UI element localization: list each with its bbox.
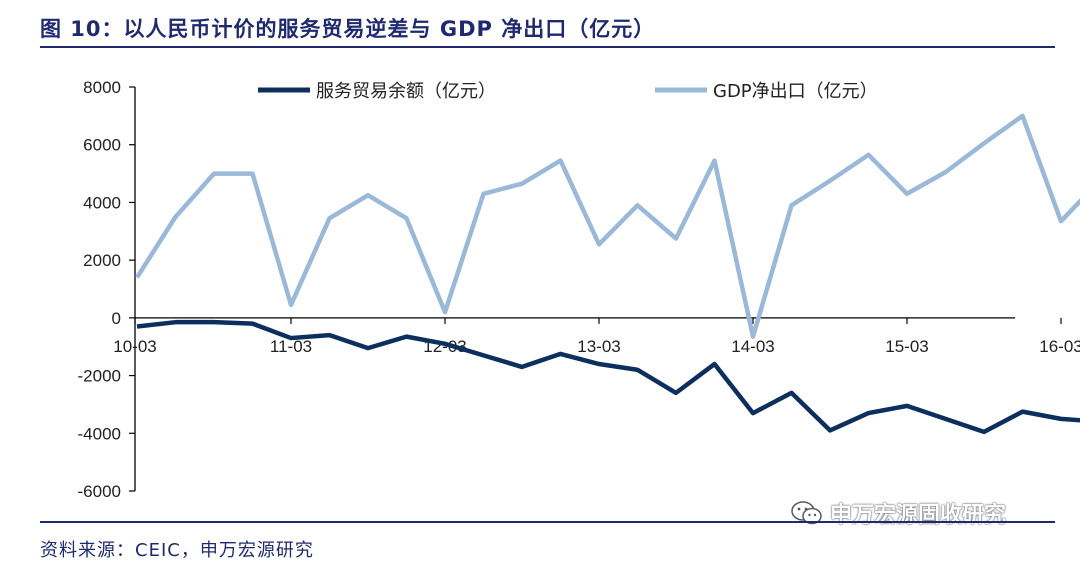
x-tick-label: 13-03 (577, 337, 620, 356)
y-tick-label: -4000 (78, 424, 121, 443)
series-line-gdp-net-exports (135, 113, 1080, 339)
title-rule (40, 46, 1055, 48)
wechat-icon (791, 501, 822, 525)
y-tick-label: -2000 (78, 367, 121, 386)
x-tick-label: 10-03 (113, 337, 156, 356)
watermark: 申万宏源固收研究 (790, 497, 1006, 529)
y-tick-label: 8000 (83, 78, 121, 97)
y-tick-label: 0 (112, 309, 121, 328)
y-tick-label: -6000 (78, 482, 121, 501)
y-tick-label: 6000 (83, 136, 121, 155)
x-tick-label: 14-03 (731, 337, 774, 356)
series-layer (135, 113, 1080, 435)
legend-label: 服务贸易余额（亿元） (316, 81, 496, 102)
legend-item-service-trade-balance: 服务贸易余额（亿元） (258, 81, 496, 102)
source-rule (40, 521, 1055, 523)
x-tick-label: 15-03 (885, 337, 928, 356)
series-line-service-trade-balance (136, 319, 1080, 435)
y-tick-label: 2000 (83, 251, 121, 270)
legend-item-gdp-net-exports: GDP净出口（亿元） (655, 81, 878, 102)
y-axis: 8000 6000 4000 2000 0 -2000 -4000 -6000 (78, 78, 136, 501)
legend-label: GDP净出口（亿元） (713, 81, 878, 102)
figure-title: 图 10：以人民币计价的服务贸易逆差与 GDP 净出口（亿元） (40, 17, 656, 41)
legend: 服务贸易余额（亿元） GDP净出口（亿元） (258, 81, 878, 102)
watermark-text: 申万宏源固收研究 (830, 503, 1007, 528)
y-tick-label: 4000 (83, 193, 121, 212)
x-tick-label: 16-03 (1039, 337, 1080, 356)
source-note: 资料来源：CEIC，申万宏源研究 (40, 540, 314, 561)
line-chart: 8000 6000 4000 2000 0 -2000 -4000 -6000 10-03 11… (78, 78, 1080, 501)
x-tick-label: 11-03 (270, 337, 312, 356)
